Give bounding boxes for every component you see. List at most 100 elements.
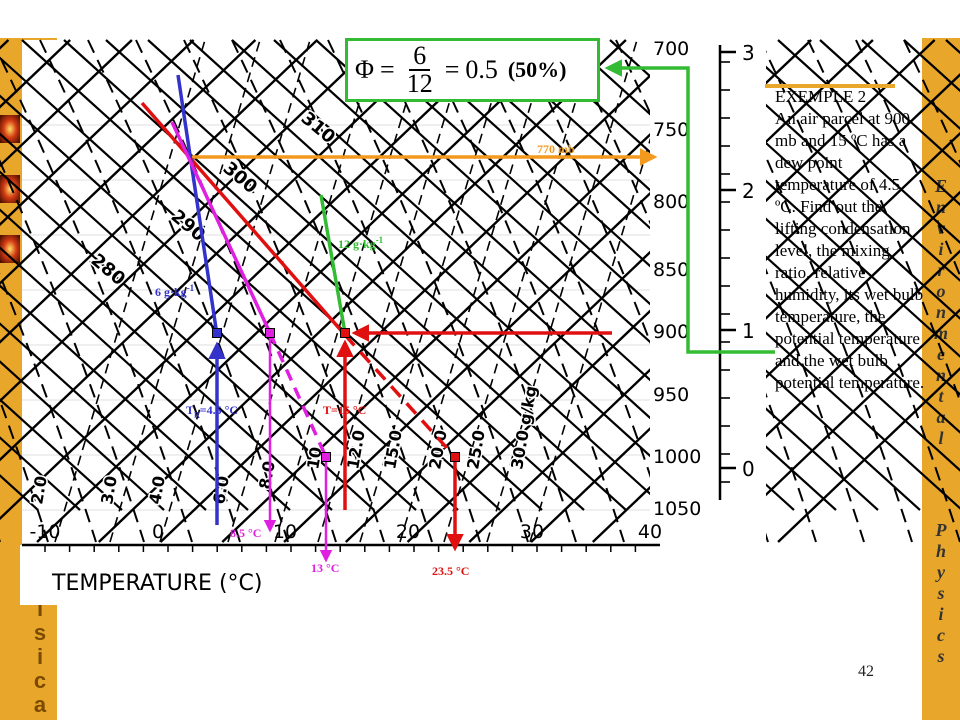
isotherm-line — [0, 39, 257, 285]
dry-adiabat-descent — [343, 333, 457, 459]
height-tick-label: 3 — [742, 41, 755, 65]
bottom-axis-mask — [20, 545, 680, 605]
dry-adiabat-path — [140, 101, 347, 337]
moist-adiabat-line — [759, 39, 960, 543]
mixing-ratio-label: 6.0 — [209, 474, 233, 505]
isotherm-line — [0, 39, 133, 168]
moist-adiabat-line — [0, 54, 193, 543]
height-tick-label: 0 — [742, 457, 755, 481]
height-tick-label: 2 — [742, 179, 755, 203]
height-tick-label: 1 — [742, 319, 755, 343]
right-axis-mask — [650, 38, 766, 558]
right-banner-letter: i — [938, 239, 944, 259]
temperature-tick-label: -10 — [29, 521, 60, 543]
temperature-tick-label: 40 — [638, 521, 662, 543]
label-mixing-6-sup: -1 — [186, 283, 195, 293]
mixing-ratio-line — [227, 39, 379, 543]
potential-temperature-marker — [450, 452, 460, 462]
mixing-ratio-label: 8.0 — [255, 459, 279, 490]
example-body: An air parcel at 900 mb and 15 ºC has a … — [775, 109, 925, 392]
dry-adiabat-line — [147, 39, 669, 511]
mixing-ratio-line — [317, 39, 469, 543]
label-dew-point-prefix: T — [186, 403, 195, 417]
mixing-ratio-line — [54, 39, 206, 543]
mixing-ratio-6-path — [176, 74, 219, 336]
dry-adiabat-line — [0, 94, 459, 511]
right-banner-letter: m — [933, 323, 948, 343]
left-banner-letter: a — [33, 692, 47, 717]
dry-adiabat-line — [525, 39, 960, 434]
pressure-tick-label: 700 — [653, 38, 689, 60]
dry-adiabat-line — [819, 39, 960, 169]
mixing-ratio-line — [399, 39, 551, 543]
label-temperature: T=15 °C — [323, 403, 367, 417]
right-banner-letter: l — [938, 428, 944, 448]
right-banner-letter: n — [935, 197, 946, 217]
example-title: EXEMPLE 2 — [775, 87, 867, 106]
moist-adiabat-line — [183, 39, 385, 543]
flame-decoration — [0, 235, 20, 263]
dry-adiabat-line — [0, 170, 375, 511]
mixing-ratio-line — [274, 39, 426, 543]
moist-adiabat-line — [375, 39, 577, 543]
moist-adiabat-line — [0, 159, 145, 543]
pressure-tick-label: 1000 — [653, 446, 701, 468]
temperature-tick-label: 30 — [520, 521, 544, 543]
moist-adiabat-line — [135, 39, 337, 543]
bottom-page-mask — [57, 600, 922, 720]
top-mask — [0, 0, 960, 38]
isotherm-line — [0, 39, 195, 227]
relative-humidity-box — [345, 38, 600, 102]
label-770-mb: 770 mb — [537, 142, 575, 156]
isotherm-line — [97, 39, 627, 543]
isotherm-line — [715, 308, 960, 543]
pressure-tick-label: 800 — [653, 191, 689, 213]
dry-adiabat-line — [357, 39, 879, 511]
mixing-ratio-lines — [54, 39, 681, 543]
dry-adiabat-line — [0, 284, 249, 511]
label-8-5-c: 8.5 °C — [230, 526, 262, 540]
dry-adiabat-line — [0, 208, 333, 511]
dry-adiabat-line — [0, 132, 417, 511]
right-banner-letter: i — [938, 604, 944, 624]
label-mixing-12: 12 g·kg-1 — [338, 235, 383, 252]
moist-adiabat-line — [807, 39, 960, 404]
moist-adiabat-line — [279, 39, 481, 543]
pressure-tick-label: 750 — [653, 119, 689, 141]
moist-adiabat-line — [903, 39, 960, 165]
label-23-5-c: 23.5 °C — [432, 564, 470, 578]
right-banner-letter: c — [937, 625, 945, 645]
right-banner-letter: t — [938, 386, 944, 406]
formula-symbol: Φ — [355, 55, 375, 84]
wet-bulb-descent — [268, 332, 328, 458]
label-dew-point-value: =4.5 °C — [199, 403, 239, 417]
label-mixing-6: 6 g·kg-1 — [155, 283, 194, 300]
dry-adiabat-line — [861, 39, 960, 131]
dry-adiabat-line — [777, 39, 960, 206]
dry-adiabat-line — [0, 398, 123, 511]
pressure-tick-label: 950 — [653, 384, 689, 406]
wet-bulb-marker — [265, 328, 275, 338]
dry-adiabat-line — [0, 322, 207, 511]
right-banner-letter: s — [937, 583, 945, 603]
temperature-tick-label: 0 — [152, 521, 164, 543]
moist-adiabat-line — [0, 397, 49, 543]
isotherm-line — [777, 367, 960, 543]
dry-adiabat-line — [21, 39, 543, 511]
formula-result: 0.5 — [465, 55, 498, 84]
right-banner-letter: n — [935, 365, 946, 385]
example-text: EXEMPLE 2 An air parcel at 900 mb and 15… — [775, 86, 925, 394]
moist-adiabat-line — [471, 39, 673, 543]
mixing-ratio-line — [443, 39, 595, 543]
formula-connector-arrow — [604, 59, 775, 354]
parcel-marker — [340, 328, 350, 338]
right-banner-letter: P — [935, 520, 947, 540]
label-mixing-12-text: 12 g·kg — [338, 237, 376, 251]
dry-adiabat-line — [735, 39, 960, 244]
pressure-tick-label: 1050 — [653, 498, 701, 520]
label-dew-point-sub: R — [194, 410, 200, 420]
wet-bulb-path — [170, 121, 272, 334]
right-banner-letter: n — [935, 302, 946, 322]
